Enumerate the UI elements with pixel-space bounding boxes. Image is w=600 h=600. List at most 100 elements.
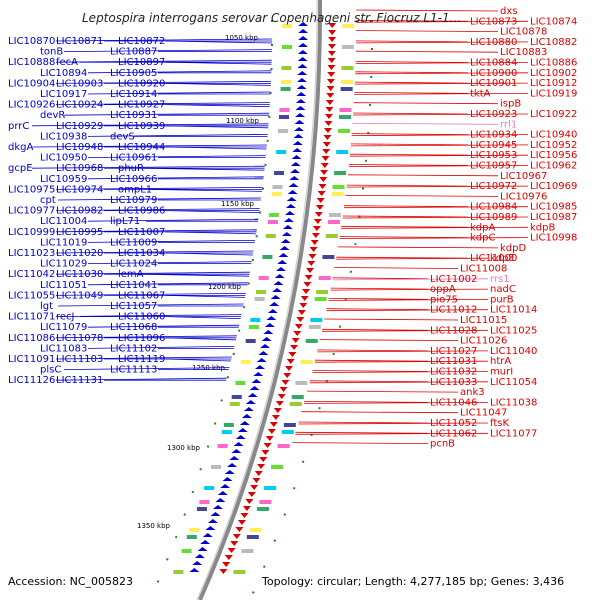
gene-label-right[interactable]: LIC11046 xyxy=(430,397,477,408)
gene-label-left[interactable]: LIC11051 xyxy=(40,280,87,291)
gene-label-right[interactable]: LIC11028 xyxy=(430,325,477,336)
gene-label-left[interactable]: LIC10968 xyxy=(56,163,103,174)
gene-label-left[interactable]: phuR xyxy=(118,163,144,174)
gene-label-left[interactable]: LIC11060 xyxy=(118,312,165,323)
gene-label-left[interactable]: LIC10917 xyxy=(40,89,87,100)
gene-label-left[interactable]: LIC11009 xyxy=(110,237,157,248)
gene-label-right[interactable]: LIC10956 xyxy=(530,150,577,161)
gene-label-right[interactable]: nadC xyxy=(490,284,516,295)
gene-label-left[interactable]: fecA xyxy=(56,57,78,68)
gene-label-left[interactable]: lemA xyxy=(118,269,144,280)
gene-label-right[interactable]: LIC11032 xyxy=(430,367,477,378)
gene-label-right[interactable]: LIC11026 xyxy=(460,336,507,347)
gene-label-left[interactable]: LIC10914 xyxy=(110,89,157,100)
gene-label-right[interactable]: LIC10886 xyxy=(530,58,577,69)
gene-label-left[interactable]: LIC11131 xyxy=(56,375,103,386)
gene-label-right[interactable]: LIC11040 xyxy=(490,346,537,357)
rna-label-right[interactable]: rrl1 xyxy=(500,119,517,130)
gene-label-left[interactable]: LIC11102 xyxy=(110,343,157,354)
gene-label-right[interactable]: LIC11047 xyxy=(460,408,507,419)
gene-label-right[interactable]: LIC11027 xyxy=(430,346,477,357)
gene-label-right[interactable]: LIC10969 xyxy=(530,181,577,192)
gene-label-left[interactable]: LIC10999 xyxy=(8,227,55,238)
gene-label-left[interactable]: gcpE xyxy=(8,163,33,174)
gene-label-right[interactable]: LIC10976 xyxy=(500,191,547,202)
rna-label-right[interactable]: rrs1 xyxy=(490,274,510,285)
gene-label-right[interactable]: htrA xyxy=(490,356,511,367)
gene-label-left[interactable]: LIC10888 xyxy=(8,57,55,68)
gene-label-left[interactable]: LIC11113 xyxy=(110,365,157,376)
gene-label-left[interactable]: recJ xyxy=(56,312,75,323)
gene-label-right[interactable]: LIC10900 xyxy=(470,68,517,79)
gene-label-left[interactable]: LIC11023 xyxy=(8,248,55,259)
gene-label-right[interactable]: LIC10874 xyxy=(530,16,577,27)
gene-label-right[interactable]: kdpE xyxy=(490,253,515,264)
gene-label-right[interactable]: LIC10985 xyxy=(530,202,577,213)
gene-label-left[interactable]: LIC11086 xyxy=(8,333,55,344)
gene-label-left[interactable]: LIC11103 xyxy=(56,354,103,365)
gene-label-left[interactable]: LIC10948 xyxy=(56,142,103,153)
gene-label-right[interactable]: LIC11062 xyxy=(430,428,477,439)
gene-label-left[interactable]: lgt xyxy=(40,301,53,312)
gene-label-left[interactable]: LIC11091 xyxy=(8,354,55,365)
gene-label-left[interactable]: LIC11067 xyxy=(118,290,165,301)
gene-label-left[interactable]: LIC10931 xyxy=(110,110,157,121)
gene-label-right[interactable]: kdpD xyxy=(500,243,526,254)
gene-label-right[interactable]: LIC11054 xyxy=(490,377,537,388)
gene-label-left[interactable]: LIC11029 xyxy=(40,259,87,270)
gene-label-left[interactable]: dkgA xyxy=(8,142,33,153)
gene-label-left[interactable]: LIC11071 xyxy=(8,312,55,323)
gene-label-left[interactable]: LIC10979 xyxy=(110,195,157,206)
gene-label-left[interactable]: LIC11004 xyxy=(40,216,87,227)
gene-label-left[interactable]: LIC10905 xyxy=(110,68,157,79)
gene-label-left[interactable]: devS xyxy=(110,131,135,142)
gene-label-right[interactable]: LIC10902 xyxy=(530,68,577,79)
gene-label-right[interactable]: LIC11031 xyxy=(430,356,477,367)
gene-label-right[interactable]: LIC10984 xyxy=(470,202,517,213)
gene-label-left[interactable]: tonB xyxy=(40,47,63,58)
gene-label-left[interactable]: LIC11042 xyxy=(8,269,55,280)
gene-label-left[interactable]: LIC10977 xyxy=(8,206,55,217)
gene-label-right[interactable]: kdpA xyxy=(470,222,495,233)
gene-label-left[interactable]: LIC10974 xyxy=(56,184,103,195)
gene-label-left[interactable]: LIC10887 xyxy=(110,47,157,58)
gene-label-left[interactable]: LIC10975 xyxy=(8,184,55,195)
gene-label-right[interactable]: LIC10967 xyxy=(500,171,547,182)
gene-label-left[interactable]: LIC11041 xyxy=(110,280,157,291)
gene-label-right[interactable]: LIC11015 xyxy=(460,315,507,326)
gene-label-right[interactable]: murI xyxy=(490,367,513,378)
gene-label-right[interactable]: LIC10952 xyxy=(530,140,577,151)
gene-label-left[interactable]: LIC11057 xyxy=(110,301,157,312)
gene-label-right[interactable]: kdpB xyxy=(530,222,555,233)
gene-label-left[interactable]: LIC10995 xyxy=(56,227,103,238)
gene-label-right[interactable]: LIC10884 xyxy=(470,58,517,69)
gene-label-right[interactable]: LIC10962 xyxy=(530,161,577,172)
gene-label-left[interactable]: LIC11024 xyxy=(110,259,157,270)
gene-label-right[interactable]: kdpC xyxy=(470,233,495,244)
gene-label-right[interactable]: LIC11014 xyxy=(490,305,537,316)
gene-label-right[interactable]: LIC11038 xyxy=(490,397,537,408)
gene-label-left[interactable]: LIC11119 xyxy=(118,354,165,365)
gene-label-left[interactable]: LIC10871 xyxy=(56,36,103,47)
gene-label-right[interactable]: tktA xyxy=(470,88,491,99)
gene-label-left[interactable]: LIC11083 xyxy=(40,343,87,354)
gene-label-right[interactable]: oppA xyxy=(430,284,456,295)
gene-label-left[interactable]: lipL71 xyxy=(110,216,140,227)
gene-label-left[interactable]: LIC10894 xyxy=(40,68,87,79)
gene-label-right[interactable]: LIC10880 xyxy=(470,37,517,48)
gene-label-right[interactable]: LIC10940 xyxy=(530,130,577,141)
gene-label-right[interactable]: LIC11012 xyxy=(430,305,477,316)
gene-label-right[interactable]: LIC10989 xyxy=(470,212,517,223)
gene-label-right[interactable]: LIC11033 xyxy=(430,377,477,388)
gene-label-right[interactable]: LIC11025 xyxy=(490,325,537,336)
gene-label-left[interactable]: LIC11096 xyxy=(118,333,165,344)
gene-label-right[interactable]: purB xyxy=(490,294,514,305)
gene-label-left[interactable]: LIC11055 xyxy=(8,290,55,301)
gene-label-right[interactable]: LIC11008 xyxy=(460,264,507,275)
gene-label-left[interactable]: LIC10870 xyxy=(8,36,55,47)
gene-label-left[interactable]: LIC10986 xyxy=(118,206,165,217)
gene-label-left[interactable]: LIC10959 xyxy=(40,174,87,185)
gene-label-right[interactable]: pio75 xyxy=(430,294,458,305)
gene-label-left[interactable]: LIC11068 xyxy=(110,322,157,333)
gene-label-left[interactable]: LIC10926 xyxy=(8,100,55,111)
